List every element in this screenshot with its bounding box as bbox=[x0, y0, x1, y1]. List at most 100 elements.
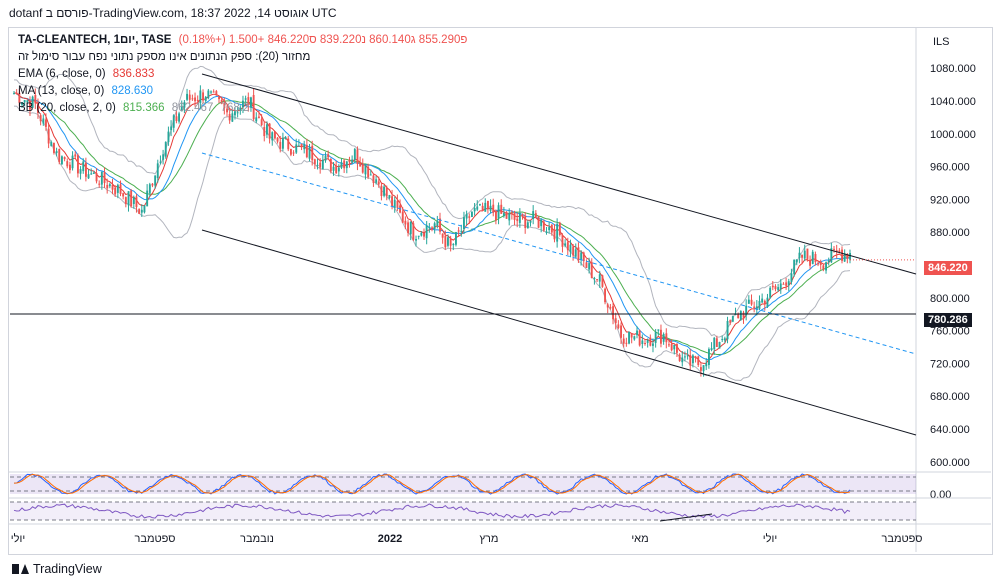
candle-body bbox=[313, 159, 316, 165]
candle-body bbox=[231, 113, 234, 122]
candle-body bbox=[481, 205, 484, 211]
candle-body bbox=[412, 223, 415, 240]
candle-body bbox=[162, 154, 165, 160]
candle-body bbox=[750, 299, 753, 305]
x-tick-label: יולי bbox=[763, 532, 777, 545]
candle-body bbox=[646, 339, 649, 343]
candle-body bbox=[521, 214, 524, 216]
candle-body bbox=[566, 242, 569, 251]
candle-body bbox=[359, 162, 362, 167]
candle-body bbox=[737, 313, 740, 319]
candle-body bbox=[739, 311, 742, 320]
bb-label: BB (20, close, 2, 0) bbox=[18, 102, 116, 114]
candle-body bbox=[811, 251, 814, 264]
candle-body bbox=[745, 305, 748, 316]
candle-body bbox=[82, 161, 85, 172]
candle-body bbox=[641, 340, 644, 344]
candle-body bbox=[351, 159, 354, 163]
candle-body bbox=[85, 162, 87, 177]
candle-body bbox=[335, 165, 338, 174]
candle-body bbox=[516, 218, 519, 221]
candle-body bbox=[484, 202, 487, 212]
candle-body bbox=[447, 237, 449, 246]
candle-body bbox=[204, 96, 207, 101]
candle-body bbox=[242, 100, 244, 108]
candle-body bbox=[526, 222, 529, 229]
candle-body bbox=[825, 262, 827, 271]
candle-body bbox=[356, 149, 359, 164]
candle-body bbox=[625, 342, 628, 344]
candle-body bbox=[612, 306, 614, 320]
candle-body bbox=[452, 244, 455, 246]
candle-body bbox=[457, 230, 460, 232]
candle-body bbox=[495, 211, 497, 221]
rsi-band bbox=[10, 502, 916, 520]
legend-bb-row[interactable]: BB (20, close, 2, 0) 815.366 862.467 768… bbox=[18, 102, 253, 114]
ema-label: EMA (6, close, 0) bbox=[18, 68, 106, 80]
candle-body bbox=[537, 216, 540, 228]
candle-body bbox=[423, 232, 425, 237]
candle-body bbox=[431, 226, 433, 228]
currency-label: ILS bbox=[933, 36, 950, 48]
candle-body bbox=[50, 142, 53, 146]
candle-body bbox=[42, 118, 45, 124]
y-tick-label: 680.000 bbox=[930, 391, 970, 403]
chart-header: dotanf פורסם ב-TradingView.com, 18:37 20… bbox=[9, 6, 337, 20]
candle-body bbox=[644, 343, 646, 344]
candle-body bbox=[636, 330, 638, 335]
candle-body bbox=[838, 250, 841, 252]
candle-body bbox=[596, 279, 598, 281]
candle-body bbox=[697, 356, 700, 365]
candle-body bbox=[689, 355, 692, 366]
candle-body bbox=[372, 175, 375, 183]
bb-upper-value: 862.467 bbox=[171, 102, 214, 114]
candle-body bbox=[108, 184, 111, 187]
candle-body bbox=[39, 115, 42, 122]
candle-body bbox=[601, 275, 604, 287]
candle-body bbox=[255, 117, 258, 122]
candle-body bbox=[207, 90, 210, 99]
candle-body bbox=[268, 123, 271, 139]
candle-body bbox=[295, 144, 298, 153]
candle-body bbox=[497, 205, 500, 218]
footer-brand[interactable]: TradingView bbox=[12, 562, 102, 576]
candle-body bbox=[673, 344, 676, 350]
legend-ema-row[interactable]: EMA (6, close, 0) 836.833 bbox=[18, 68, 158, 80]
legend-ma-row[interactable]: MA (13, close, 0) 828.630 bbox=[18, 85, 157, 97]
candle-body bbox=[801, 254, 803, 258]
candle-body bbox=[508, 213, 511, 221]
ma-label: MA (13, close, 0) bbox=[18, 85, 105, 97]
candle-body bbox=[282, 137, 284, 149]
candle-body bbox=[793, 259, 796, 275]
candle-body bbox=[100, 171, 103, 185]
candle-body bbox=[428, 227, 431, 229]
candle-body bbox=[87, 174, 90, 179]
candle-body bbox=[13, 93, 15, 94]
candle-body bbox=[172, 115, 175, 128]
candle-body bbox=[763, 300, 766, 305]
stoch-k-line bbox=[13, 473, 851, 495]
candle-body bbox=[393, 199, 396, 208]
candle-body bbox=[218, 97, 220, 100]
candle-body bbox=[396, 201, 399, 208]
symbol-label[interactable]: TA-CLEANTECH, 1יום, TASE bbox=[18, 34, 172, 46]
candle-body bbox=[348, 159, 351, 163]
channel-lower-line bbox=[201, 229, 917, 436]
x-tick-label: יולי bbox=[11, 532, 25, 545]
candle-body bbox=[798, 252, 801, 258]
candle-body bbox=[34, 95, 37, 104]
candle-body bbox=[287, 138, 290, 150]
candle-body bbox=[846, 254, 849, 259]
candle-body bbox=[558, 222, 561, 235]
bb-basis-line bbox=[13, 92, 851, 355]
candle-body bbox=[814, 254, 817, 263]
candle-body bbox=[250, 97, 252, 108]
candle-body bbox=[260, 119, 263, 126]
channel-mid-dashed-line bbox=[201, 152, 917, 355]
chart-frame[interactable] bbox=[8, 27, 993, 555]
candle-body bbox=[630, 333, 633, 338]
candle-body bbox=[116, 184, 119, 193]
candle-body bbox=[303, 144, 306, 150]
candle-body bbox=[449, 238, 452, 246]
